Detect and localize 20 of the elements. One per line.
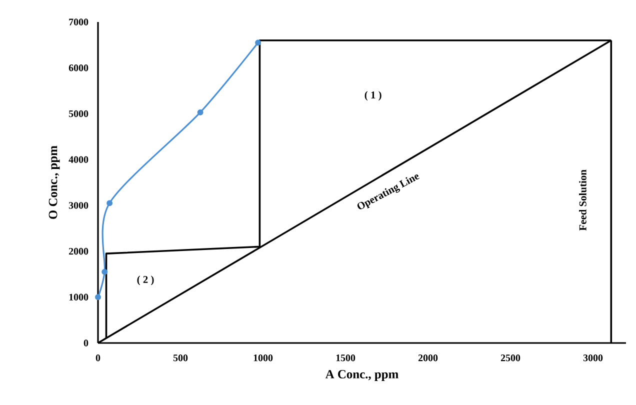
x-tick-label: 500 xyxy=(173,354,188,362)
x-tick-label: 1000 xyxy=(254,354,273,362)
x-axis-title: A Conc., ppm xyxy=(325,370,398,381)
y-tick-label: 0 xyxy=(84,340,88,346)
y-tick-label: 5000 xyxy=(68,110,88,118)
y-tick-label: 3000 xyxy=(68,202,88,209)
y-tick-label: 4000 xyxy=(68,156,88,163)
annotation: ( 2 ) xyxy=(137,276,154,286)
x-tick-label: 0 xyxy=(96,354,100,362)
annotation: Feed Solution xyxy=(579,170,586,231)
annotation: ( 1 ) xyxy=(364,91,382,101)
y-tick-label: 1000 xyxy=(69,294,88,300)
x-tick-label: 2500 xyxy=(500,354,520,362)
y-axis-title: O Conc., ppm xyxy=(48,146,60,219)
y-tick-label: 7000 xyxy=(69,18,88,26)
y-tick-label: 6000 xyxy=(68,64,88,72)
y-tick-label: 2000 xyxy=(69,248,88,255)
x-tick-label: 3000 xyxy=(583,354,603,362)
x-tick-label: 2000 xyxy=(418,354,438,362)
x-tick-label: 1500 xyxy=(336,354,356,362)
